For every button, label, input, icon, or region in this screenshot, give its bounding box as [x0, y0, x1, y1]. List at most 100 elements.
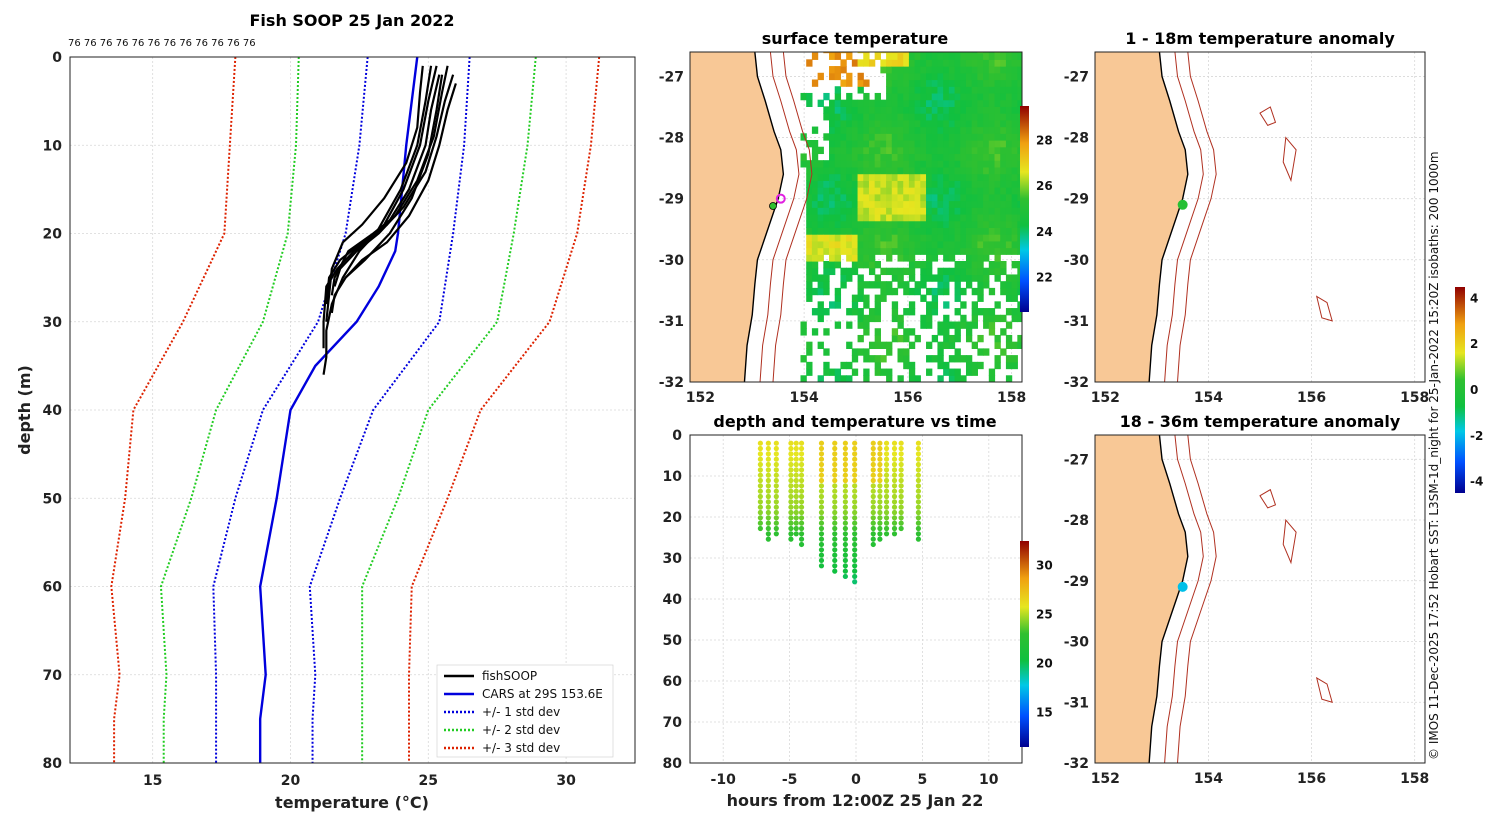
ts-point: [842, 477, 848, 484]
sst-cell: [897, 119, 904, 128]
sst-cell: [829, 193, 836, 202]
sst-cell: [960, 207, 967, 215]
sst-cell: [903, 72, 910, 81]
sst-cell: [926, 180, 933, 188]
sst-cell: [971, 52, 978, 54]
sst-cell: [846, 133, 853, 141]
sst-cell: [931, 52, 939, 54]
sst-cell: [937, 86, 944, 94]
sst-cell: [914, 187, 921, 195]
sst-cell: [977, 59, 984, 67]
sst-cell: [880, 160, 887, 168]
ts-point: [757, 461, 763, 468]
fishsoop-line: [330, 74, 444, 314]
ts-point: [891, 440, 898, 446]
sst-cell: [954, 59, 961, 67]
ts-point: [773, 499, 779, 505]
sst-cell: [903, 247, 910, 255]
sst-cell: [971, 160, 978, 168]
sst-cell: [971, 240, 978, 249]
sst-cell: [874, 274, 881, 282]
ts-point: [788, 525, 794, 532]
sst-cell: [846, 234, 853, 242]
sst-cell: [943, 341, 950, 349]
sst-cell: [1000, 113, 1007, 121]
sst-cell: [840, 240, 847, 249]
sst-cell: [977, 220, 984, 228]
sst-cell: [874, 234, 881, 242]
sst-cell: [817, 341, 824, 349]
sst-cell: [908, 308, 916, 316]
ts-point: [870, 504, 876, 510]
sst-cell: [971, 207, 978, 215]
sst-cell: [954, 126, 961, 134]
ts-point: [842, 445, 848, 452]
ts-point: [883, 483, 890, 489]
sst-cell: [954, 274, 961, 282]
sst-cell: [863, 59, 870, 67]
sst-cell: [851, 247, 859, 255]
sst-cell: [846, 220, 853, 228]
sst-cell: [1017, 187, 1022, 195]
ts-point: [870, 515, 876, 521]
sst-cell: [829, 66, 836, 74]
sst-cell: [817, 146, 824, 155]
sst-cell: [851, 140, 859, 148]
sst-cell: [874, 99, 881, 107]
sst-cell: [880, 294, 887, 302]
ts-point: [793, 509, 799, 516]
sst-cell: [960, 79, 967, 87]
sst-cell: [868, 173, 876, 181]
sst-cell: [914, 79, 921, 87]
sst-cell: [1017, 227, 1022, 235]
ts-point: [757, 509, 763, 516]
timeseries-points: [757, 440, 922, 585]
ts-point: [898, 488, 904, 494]
sst-cell: [886, 146, 893, 155]
sst-cell: [886, 207, 893, 215]
sst-cell: [823, 247, 830, 255]
sst-cell: [897, 160, 904, 168]
sst-cell: [800, 92, 807, 101]
sst-cell: [908, 220, 916, 228]
sst-cell: [983, 133, 990, 141]
ts-point: [915, 461, 922, 468]
sst-cell: [971, 341, 978, 349]
legend-box: [436, 664, 614, 758]
ts-point: [765, 477, 771, 484]
sst-cell: [926, 321, 933, 329]
sst-cell: [931, 355, 939, 363]
sst-cell: [880, 119, 887, 128]
sst-cell: [868, 106, 876, 114]
sst-cell: [903, 106, 910, 114]
ts-cbar-label: 20: [1036, 657, 1053, 671]
sst-cell: [926, 140, 933, 148]
sst-cell: [977, 294, 984, 302]
sst-cell: [857, 240, 864, 249]
sst-cell: [908, 140, 916, 148]
sst-cell: [988, 166, 996, 175]
sst-cell: [977, 79, 984, 87]
sst-cell: [857, 173, 864, 181]
sst-cell: [931, 126, 939, 134]
sst-cell: [1005, 79, 1013, 87]
sst-cell: [931, 99, 939, 107]
ts-point: [773, 483, 779, 489]
legend-label: +/- 3 std dev: [482, 741, 560, 755]
sst-cell: [823, 180, 830, 188]
ts-xtick: 0: [851, 772, 861, 788]
sst-cell: [897, 281, 904, 289]
sst-cell: [988, 59, 996, 67]
sst-cell: [948, 207, 956, 215]
sst-cell: [908, 274, 916, 282]
sst-cell: [1000, 160, 1007, 168]
sst-cell: [954, 213, 961, 222]
sst-cell: [846, 126, 853, 134]
ts-point: [798, 477, 805, 484]
ts-point: [877, 472, 883, 478]
sst-cell: [920, 92, 927, 101]
sst-cell: [948, 375, 956, 382]
sst-cell: [874, 368, 881, 376]
ts-point: [773, 456, 779, 462]
